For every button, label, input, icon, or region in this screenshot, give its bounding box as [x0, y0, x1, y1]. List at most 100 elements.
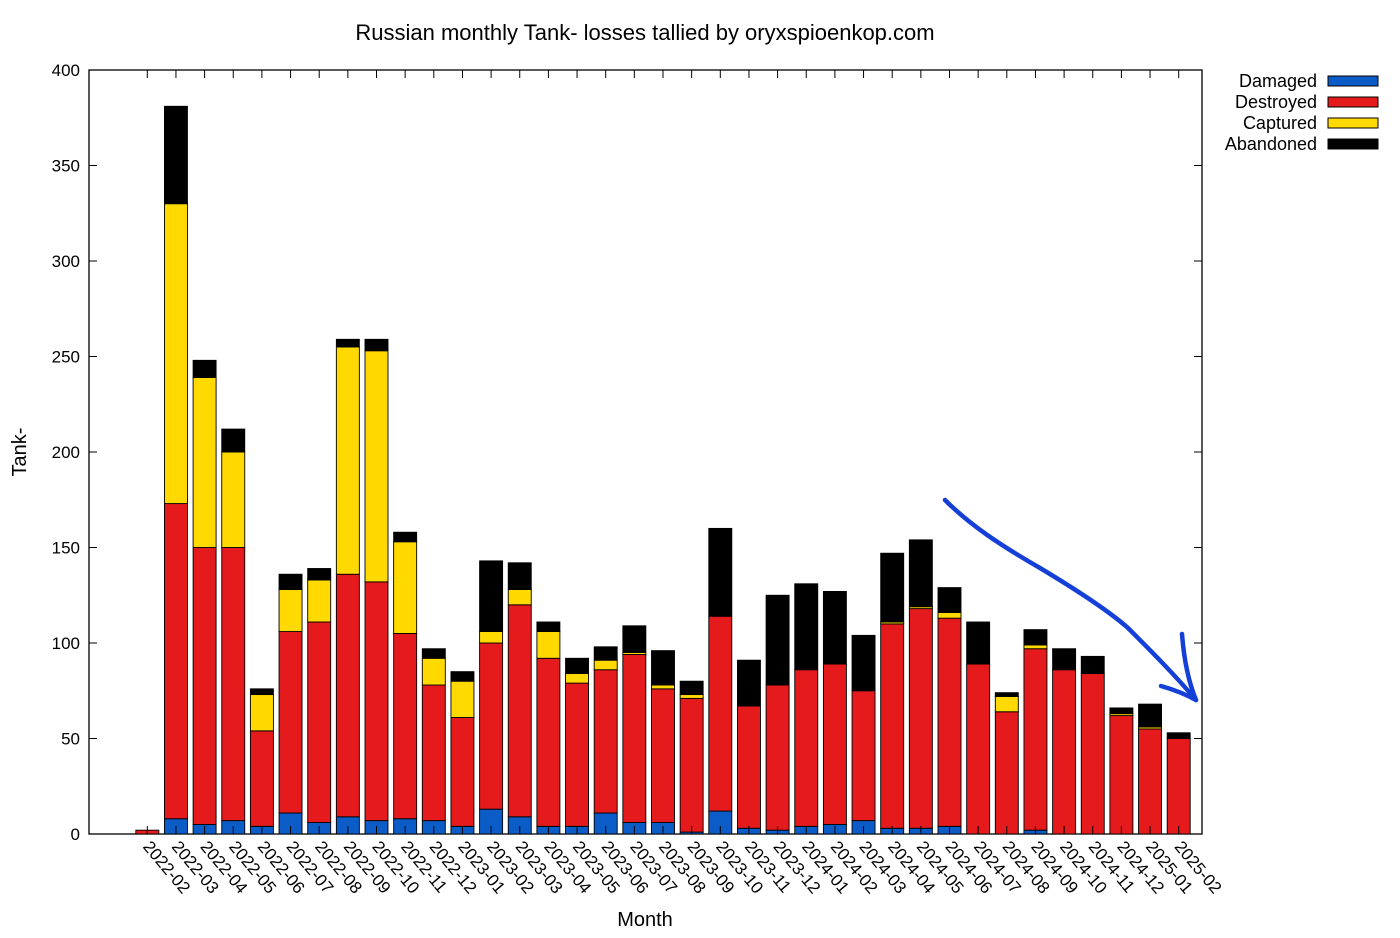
bar-stack-2022-12	[421, 648, 446, 835]
bar-stack-2023-06	[593, 646, 618, 835]
bar-segment-captured	[335, 346, 360, 575]
y-tick-label: 150	[52, 539, 80, 558]
bar-segment-abandoned	[765, 594, 790, 686]
bar-segment-destroyed	[765, 684, 790, 831]
legend-swatch-captured	[1327, 117, 1379, 129]
bar-segment-destroyed	[364, 581, 389, 822]
bar-stack-2023-09	[679, 680, 704, 835]
bar-segment-abandoned	[1023, 629, 1048, 646]
trend-arrow-annotation	[942, 497, 1199, 703]
bar-segment-abandoned	[708, 527, 733, 617]
bar-stack-2022-03	[163, 105, 188, 835]
bar-segment-destroyed	[536, 657, 561, 827]
bar-stack-2024-11	[1080, 655, 1105, 835]
bar-segment-destroyed	[851, 690, 876, 822]
bar-segment-captured	[593, 659, 618, 671]
bar-segment-abandoned	[1166, 732, 1191, 739]
bar-stack-2023-07	[622, 625, 647, 835]
bar-segment-abandoned	[479, 560, 504, 632]
bar-segment-captured	[565, 673, 589, 684]
bar-segment-abandoned	[679, 680, 704, 696]
bar-segment-captured	[393, 541, 418, 634]
legend-label-captured: Captured	[1243, 113, 1317, 133]
bar-segment-destroyed	[622, 654, 647, 823]
legend-label-destroyed: Destroyed	[1235, 92, 1317, 112]
bar-segment-abandoned	[249, 688, 274, 696]
bar-segment-captured	[937, 611, 962, 619]
bar-stack-2022-06	[249, 688, 274, 835]
bar-stack-2024-04	[880, 552, 905, 835]
bar-segment-destroyed	[880, 623, 905, 829]
bar-segment-captured	[679, 694, 704, 699]
bar-stack-2024-02	[822, 590, 847, 835]
bar-stack-2022-04	[192, 359, 217, 835]
bar-segment-destroyed	[163, 503, 188, 820]
bar-segment-destroyed	[1138, 728, 1163, 835]
bar-stack-2023-02	[479, 560, 504, 835]
legend-swatch-abandoned	[1327, 138, 1379, 150]
bar-segment-destroyed	[307, 621, 332, 823]
bar-stack-2022-09	[335, 338, 360, 835]
legend-swatch-destroyed	[1327, 96, 1379, 108]
bar-segment-captured	[536, 631, 561, 659]
bar-segment-destroyed	[1109, 715, 1134, 835]
bar-segment-abandoned	[593, 646, 618, 661]
y-tick-label: 350	[52, 157, 80, 176]
bar-segment-abandoned	[163, 105, 188, 205]
legend-swatch-damaged	[1327, 75, 1379, 87]
bar-segment-abandoned	[364, 338, 389, 352]
bar-stack-2023-12	[765, 594, 790, 835]
bar-segment-destroyed	[507, 604, 532, 818]
bar-segment-destroyed	[278, 631, 303, 814]
bar-segment-abandoned	[278, 573, 303, 590]
bar-segment-captured	[479, 631, 504, 644]
bar-segment-abandoned	[335, 338, 360, 348]
bar-segment-destroyed	[479, 642, 504, 810]
chart-title: Russian monthly Tank- losses tallied by …	[355, 20, 934, 45]
bar-segment-captured	[278, 589, 303, 632]
y-tick-label: 250	[52, 348, 80, 367]
bar-segment-destroyed	[794, 669, 819, 827]
bar-segment-captured	[507, 589, 532, 606]
bar-segment-destroyed	[708, 615, 733, 812]
bar-stack-2023-05	[565, 657, 589, 835]
bar-stack-2022-07	[278, 573, 303, 835]
bar-segment-destroyed	[393, 633, 418, 820]
bar-stack-2024-06	[937, 587, 962, 835]
bar-segment-destroyed	[421, 684, 446, 822]
bar-segment-destroyed	[450, 717, 475, 827]
bar-segment-abandoned	[794, 583, 819, 671]
y-axis-label: Tank-	[9, 428, 31, 477]
bar-stack-2022-11	[393, 531, 418, 835]
bar-stack-2022-10	[364, 338, 389, 835]
bar-segment-captured	[450, 680, 475, 718]
bar-segment-abandoned	[192, 359, 217, 378]
bar-stack-2025-01	[1138, 703, 1163, 835]
y-tick-label: 400	[52, 61, 80, 80]
bar-segment-abandoned	[966, 621, 991, 665]
bar-stack-2024-09	[1023, 629, 1048, 835]
bar-segment-abandoned	[651, 650, 675, 686]
bar-stack-2023-11	[737, 659, 761, 835]
bar-segment-destroyed	[192, 547, 217, 825]
bar-stack-2024-12	[1109, 707, 1134, 835]
y-tick-label: 50	[61, 730, 80, 749]
bar-segment-destroyed	[679, 697, 704, 833]
bar-segment-captured	[249, 694, 274, 732]
bar-segment-captured	[192, 377, 217, 548]
bar-stack-2024-05	[908, 539, 933, 835]
bar-stack-2025-02	[1166, 732, 1191, 835]
bars-layer	[135, 105, 1191, 835]
bar-stack-2023-01	[450, 671, 475, 835]
bar-segment-destroyed	[249, 730, 274, 827]
bar-segment-abandoned	[450, 671, 475, 682]
bar-segment-destroyed	[1023, 648, 1048, 831]
bar-segment-destroyed	[593, 669, 618, 814]
bar-segment-destroyed	[651, 688, 675, 823]
bar-segment-destroyed	[221, 547, 246, 822]
bar-segment-destroyed	[937, 617, 962, 827]
bar-stack-2023-08	[651, 650, 675, 835]
bar-segment-destroyed	[565, 682, 589, 827]
